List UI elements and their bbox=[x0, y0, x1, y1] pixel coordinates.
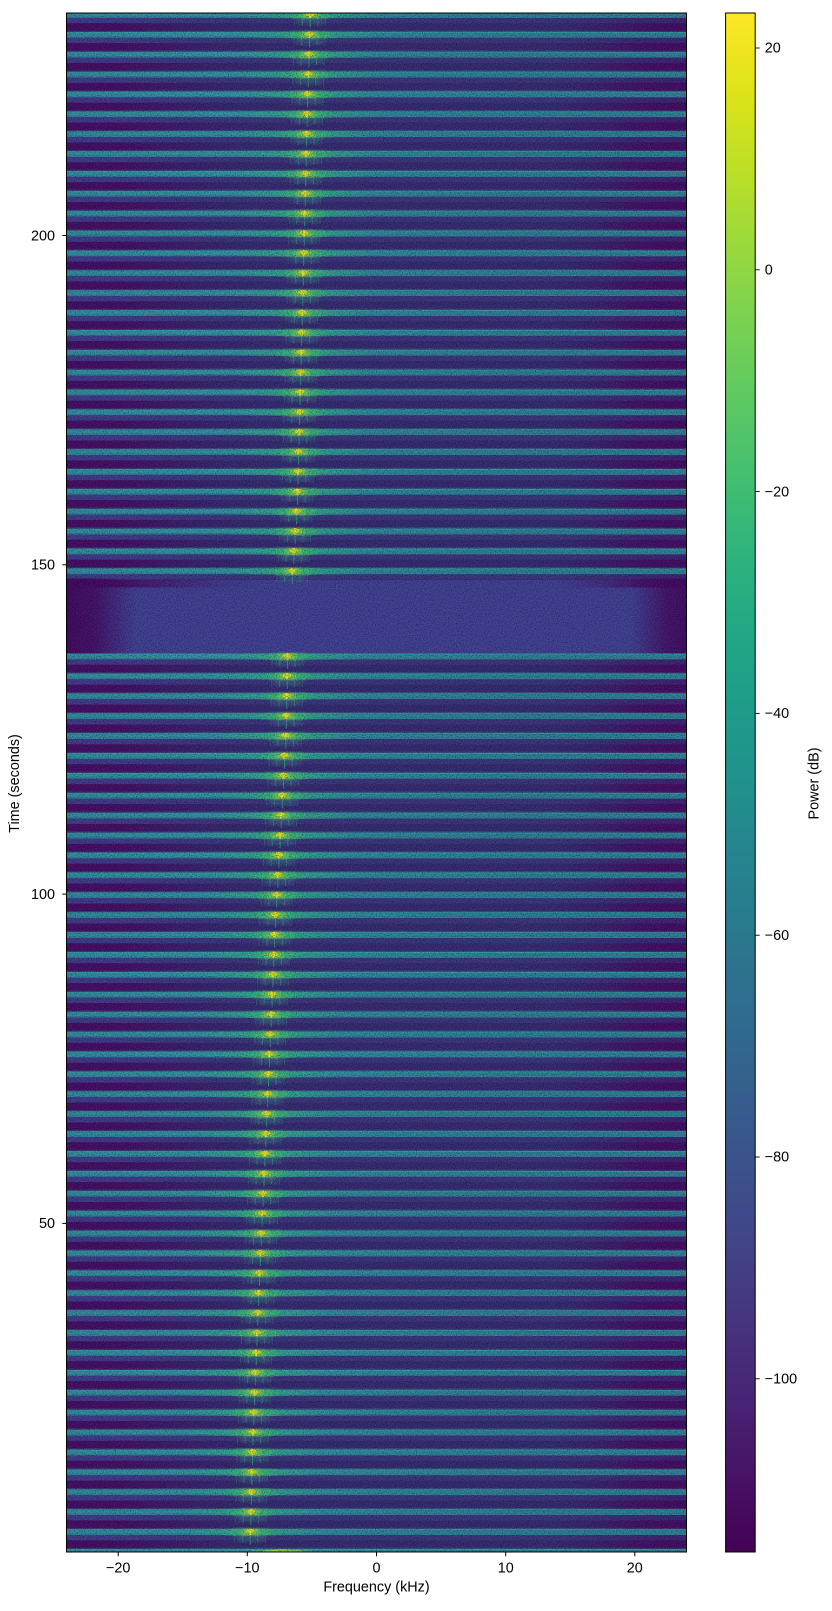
svg-text:0: 0 bbox=[372, 1561, 380, 1577]
svg-text:0: 0 bbox=[765, 263, 773, 279]
svg-text:Time (seconds): Time (seconds) bbox=[7, 734, 23, 833]
svg-text:20: 20 bbox=[765, 41, 781, 57]
svg-text:−20: −20 bbox=[765, 484, 789, 500]
svg-text:150: 150 bbox=[31, 558, 55, 574]
svg-text:200: 200 bbox=[31, 228, 55, 244]
svg-text:−20: −20 bbox=[106, 1561, 130, 1577]
svg-text:10: 10 bbox=[498, 1561, 514, 1577]
svg-text:100: 100 bbox=[31, 887, 55, 903]
svg-text:20: 20 bbox=[627, 1561, 643, 1577]
svg-text:−60: −60 bbox=[765, 928, 789, 944]
svg-text:50: 50 bbox=[39, 1216, 55, 1232]
svg-text:−80: −80 bbox=[765, 1150, 789, 1166]
svg-text:Frequency (kHz): Frequency (kHz) bbox=[323, 1580, 429, 1596]
svg-text:−40: −40 bbox=[765, 706, 789, 722]
svg-text:−10: −10 bbox=[235, 1561, 259, 1577]
svg-text:−100: −100 bbox=[765, 1372, 797, 1388]
svg-text:Power (dB): Power (dB) bbox=[807, 748, 823, 820]
